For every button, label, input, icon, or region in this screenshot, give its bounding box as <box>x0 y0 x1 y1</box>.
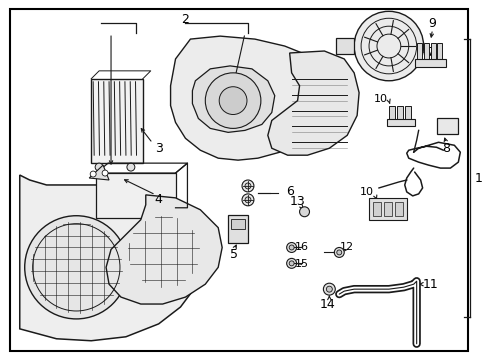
Text: 9: 9 <box>427 17 436 30</box>
Text: 3: 3 <box>154 142 163 155</box>
Circle shape <box>95 163 103 171</box>
Polygon shape <box>192 66 274 132</box>
Circle shape <box>336 250 341 255</box>
Bar <box>336 38 353 54</box>
Text: 8: 8 <box>442 142 449 155</box>
Circle shape <box>90 171 96 177</box>
Text: 16: 16 <box>294 243 308 252</box>
Polygon shape <box>89 165 109 180</box>
Text: 11: 11 <box>422 278 438 291</box>
Circle shape <box>353 11 423 81</box>
Circle shape <box>334 247 344 257</box>
Circle shape <box>299 207 309 217</box>
Bar <box>368 198 406 220</box>
Circle shape <box>25 216 128 319</box>
Polygon shape <box>267 51 358 155</box>
Text: 10: 10 <box>373 94 387 104</box>
Text: 7: 7 <box>426 46 434 59</box>
Bar <box>228 215 247 243</box>
Bar <box>436 118 457 134</box>
Text: 10: 10 <box>359 187 373 197</box>
Text: 5: 5 <box>230 248 238 261</box>
Bar <box>429 43 435 59</box>
Circle shape <box>242 194 253 206</box>
Circle shape <box>127 163 135 171</box>
Text: 2: 2 <box>181 13 189 26</box>
Bar <box>383 202 391 216</box>
Polygon shape <box>170 36 328 160</box>
Text: 15: 15 <box>294 259 308 269</box>
Text: 4: 4 <box>154 193 163 206</box>
Text: 12: 12 <box>340 243 353 252</box>
Circle shape <box>286 258 296 268</box>
Bar <box>404 105 410 120</box>
Circle shape <box>244 183 250 189</box>
Bar <box>416 43 421 59</box>
Bar <box>423 43 427 59</box>
Circle shape <box>288 261 293 266</box>
Circle shape <box>325 286 332 292</box>
Bar <box>437 43 442 59</box>
Bar <box>388 105 394 120</box>
Polygon shape <box>20 175 200 341</box>
Bar <box>372 202 380 216</box>
Text: 1: 1 <box>473 171 481 185</box>
Bar <box>396 105 402 120</box>
Circle shape <box>205 73 260 129</box>
Text: 13: 13 <box>289 195 305 208</box>
Text: 6: 6 <box>285 185 293 198</box>
Bar <box>414 59 446 67</box>
Circle shape <box>323 283 335 295</box>
Circle shape <box>242 180 253 192</box>
Bar <box>394 202 402 216</box>
Bar <box>91 79 142 163</box>
Bar <box>96 173 175 218</box>
Polygon shape <box>106 195 222 304</box>
Bar <box>386 120 414 126</box>
Circle shape <box>219 87 246 114</box>
Circle shape <box>244 197 250 203</box>
Bar <box>231 219 244 229</box>
Circle shape <box>286 243 296 252</box>
Text: 14: 14 <box>319 297 335 311</box>
Circle shape <box>102 170 108 176</box>
Circle shape <box>288 245 293 250</box>
